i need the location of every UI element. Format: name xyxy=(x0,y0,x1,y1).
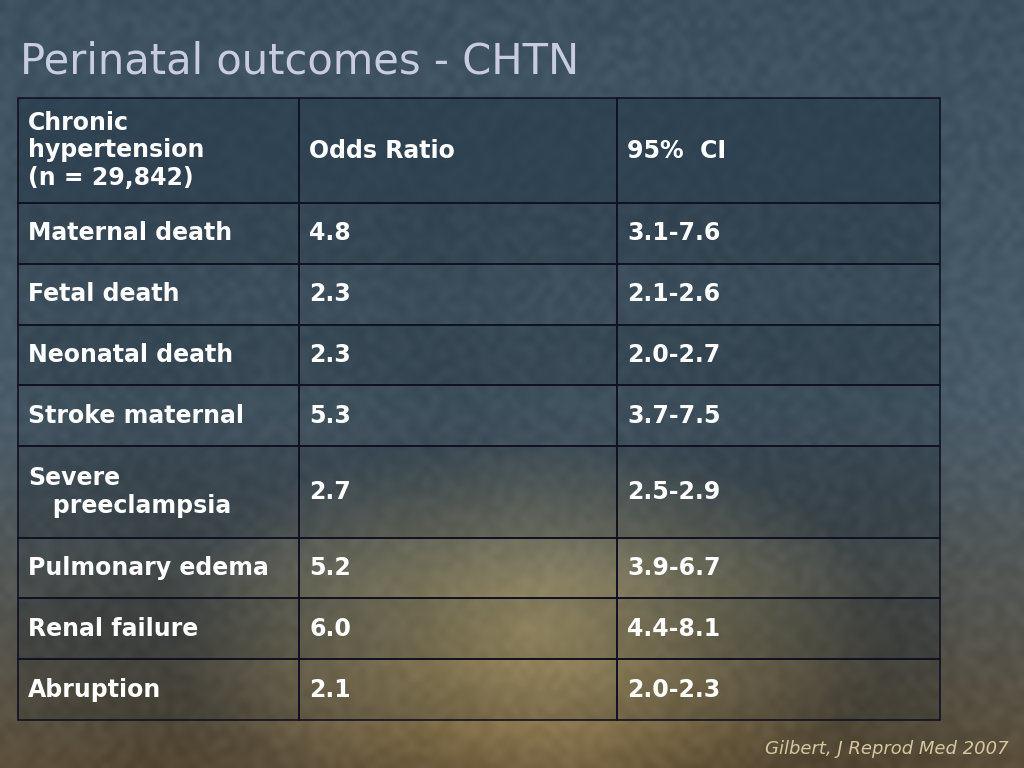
Text: 3.7-7.5: 3.7-7.5 xyxy=(628,404,721,428)
Text: 5.3: 5.3 xyxy=(309,404,351,428)
Text: 2.1: 2.1 xyxy=(309,677,351,702)
Bar xyxy=(617,598,940,659)
Bar xyxy=(299,203,617,264)
Text: Gilbert, J Reprod Med 2007: Gilbert, J Reprod Med 2007 xyxy=(765,740,1009,758)
Bar xyxy=(299,598,617,659)
Bar xyxy=(617,203,940,264)
Text: 2.3: 2.3 xyxy=(309,343,351,367)
Text: 3.9-6.7: 3.9-6.7 xyxy=(628,556,721,580)
Bar xyxy=(617,446,940,538)
Bar xyxy=(299,538,617,598)
Bar xyxy=(299,446,617,538)
Text: 2.1-2.6: 2.1-2.6 xyxy=(628,282,721,306)
Bar xyxy=(617,538,940,598)
Bar xyxy=(299,386,617,446)
Text: 2.5-2.9: 2.5-2.9 xyxy=(628,480,721,504)
Text: Neonatal death: Neonatal death xyxy=(28,343,233,367)
Text: Maternal death: Maternal death xyxy=(28,221,232,246)
Text: Pulmonary edema: Pulmonary edema xyxy=(28,556,269,580)
Bar xyxy=(617,264,940,325)
Bar xyxy=(18,659,299,720)
Bar xyxy=(18,98,299,203)
Text: Fetal death: Fetal death xyxy=(28,282,179,306)
Bar xyxy=(617,659,940,720)
Bar xyxy=(18,538,299,598)
Text: 4.4-8.1: 4.4-8.1 xyxy=(628,617,721,641)
Text: Chronic
hypertension
(n = 29,842): Chronic hypertension (n = 29,842) xyxy=(28,111,205,190)
Bar xyxy=(18,446,299,538)
Text: Renal failure: Renal failure xyxy=(28,617,199,641)
Text: Odds Ratio: Odds Ratio xyxy=(309,138,455,163)
Text: 2.7: 2.7 xyxy=(309,480,351,504)
Text: 6.0: 6.0 xyxy=(309,617,351,641)
Text: 5.2: 5.2 xyxy=(309,556,351,580)
Text: Perinatal outcomes - CHTN: Perinatal outcomes - CHTN xyxy=(20,41,580,83)
Text: 4.8: 4.8 xyxy=(309,221,351,246)
Text: 95%  CI: 95% CI xyxy=(628,138,726,163)
Bar xyxy=(18,386,299,446)
Text: Severe
   preeclampsia: Severe preeclampsia xyxy=(28,466,231,518)
Bar xyxy=(617,98,940,203)
Bar xyxy=(18,325,299,386)
Text: Abruption: Abruption xyxy=(28,677,161,702)
Text: 2.0-2.7: 2.0-2.7 xyxy=(628,343,721,367)
Bar xyxy=(299,264,617,325)
Bar xyxy=(18,264,299,325)
Text: 2.3: 2.3 xyxy=(309,282,351,306)
Text: 3.1-7.6: 3.1-7.6 xyxy=(628,221,721,246)
Bar xyxy=(18,598,299,659)
Bar xyxy=(299,98,617,203)
Bar xyxy=(18,203,299,264)
Bar xyxy=(299,325,617,386)
Text: Stroke maternal: Stroke maternal xyxy=(28,404,244,428)
Bar xyxy=(299,659,617,720)
Text: 2.0-2.3: 2.0-2.3 xyxy=(628,677,721,702)
Bar xyxy=(617,325,940,386)
Bar xyxy=(617,386,940,446)
